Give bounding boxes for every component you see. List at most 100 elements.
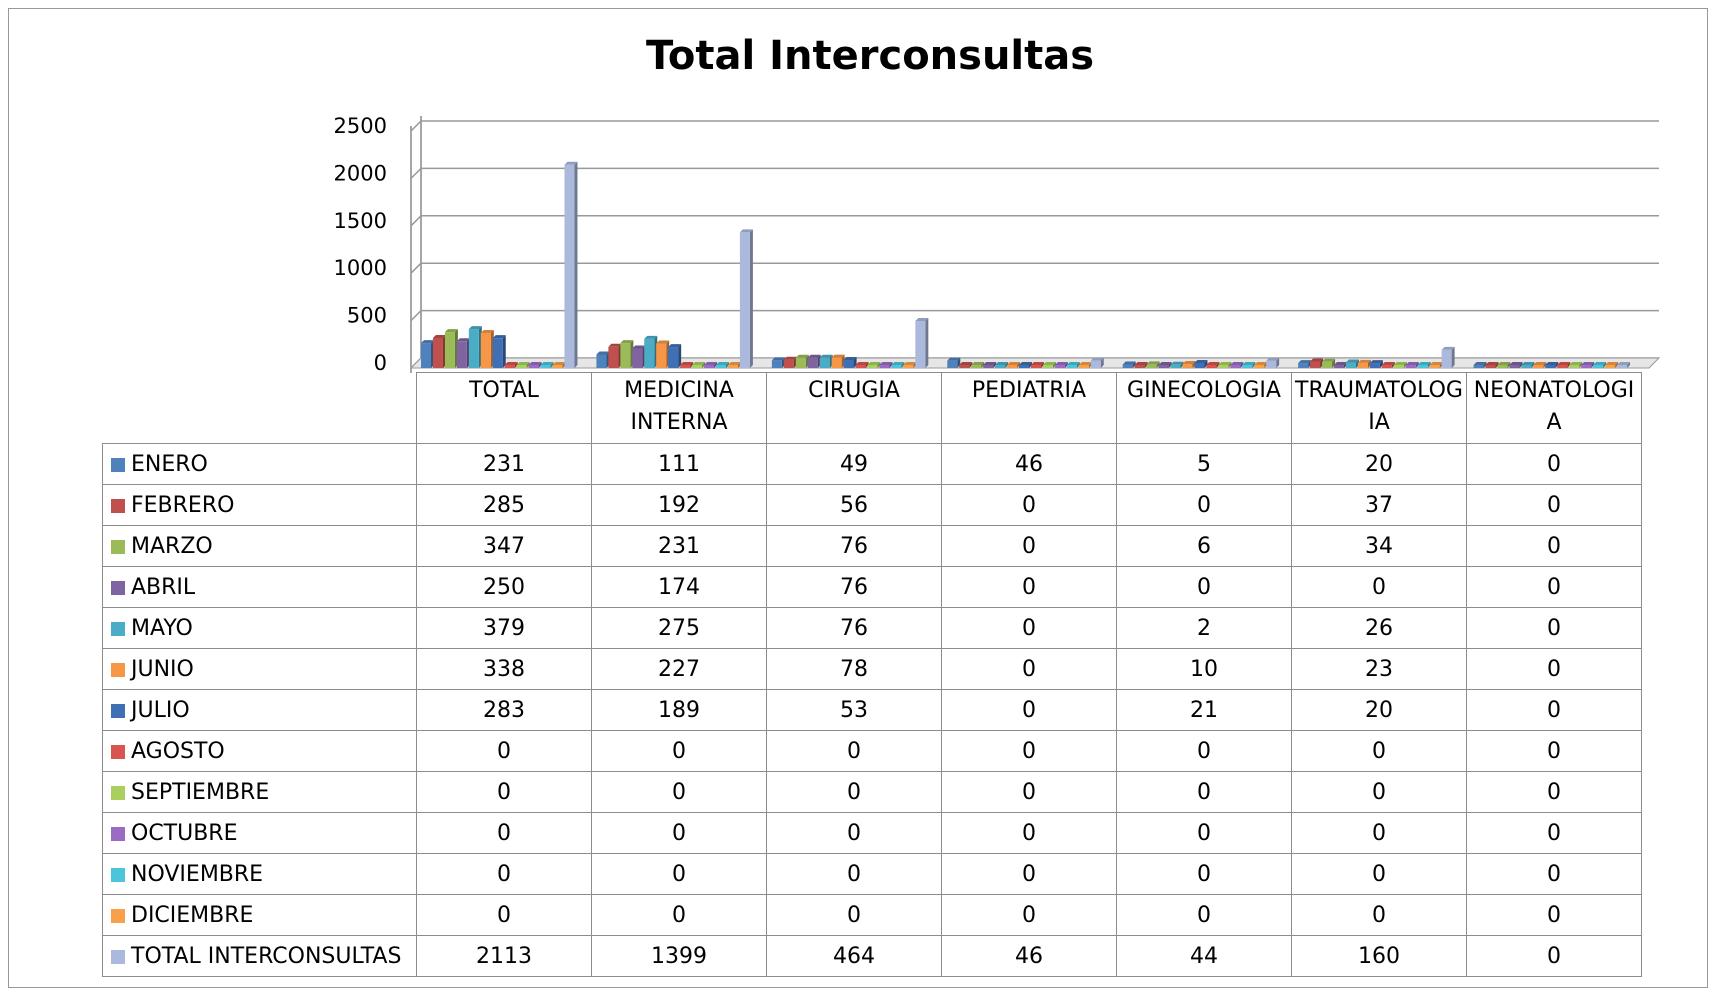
x-tick-label: MEDICINA INTERNA [591, 372, 767, 444]
table-value: 10 [1116, 648, 1292, 690]
table-value: 192 [591, 484, 767, 526]
bar [644, 335, 658, 368]
legend-label: JUNIO [131, 656, 194, 682]
y-tick-label: 1500 [334, 209, 387, 233]
bar-face [1054, 362, 1068, 365]
bar-face [879, 362, 893, 365]
legend-key [111, 949, 125, 964]
table-value: 34 [1291, 525, 1467, 567]
bar-face [1569, 362, 1583, 365]
bar-face [1509, 365, 1520, 368]
bar-face [1144, 362, 1148, 368]
table-value: 0 [1291, 566, 1467, 608]
bar-face [1483, 362, 1487, 368]
table-value: 0 [1466, 935, 1642, 977]
table-value: 0 [941, 525, 1117, 567]
bar-face [444, 329, 458, 333]
table-value: 0 [591, 771, 767, 813]
bar-face [925, 318, 929, 368]
bar-face [739, 232, 750, 368]
grid-line [410, 215, 422, 227]
bar-face [1228, 362, 1232, 368]
bar-face [1519, 362, 1523, 368]
legend-entry: DICIEMBRE [102, 894, 417, 936]
table-value: 338 [416, 648, 592, 690]
bar [668, 344, 682, 368]
bar-face [1310, 361, 1321, 368]
bar-face [528, 365, 539, 368]
table-value: 0 [1466, 771, 1642, 813]
table-value: 0 [1466, 812, 1642, 854]
bar [1441, 346, 1455, 368]
bar-face [1146, 364, 1157, 368]
bar [421, 340, 434, 368]
bar-face [1441, 346, 1455, 350]
bar-face [1367, 359, 1371, 368]
legend-label: JULIO [131, 697, 190, 723]
bar [1521, 362, 1535, 368]
legend-key [111, 498, 125, 513]
bar-face [702, 362, 706, 368]
legend-entry: ENERO [102, 443, 417, 485]
bar-face [1617, 362, 1631, 365]
bar-face [1557, 362, 1571, 365]
bar-face [1054, 365, 1065, 368]
table-value: 78 [766, 648, 942, 690]
bar-face [1507, 362, 1511, 368]
bar-face [1066, 362, 1080, 365]
bar-face [1019, 365, 1030, 368]
bar [971, 362, 985, 368]
bar-face [1334, 365, 1345, 368]
bar-face [1170, 361, 1184, 365]
bar-face [915, 318, 929, 322]
table-value: 111 [591, 443, 767, 485]
legend-entry: OCTUBRE [102, 812, 417, 854]
bar [1322, 358, 1336, 368]
bar-face [891, 362, 905, 365]
bar-face [819, 357, 830, 368]
bar-face [1334, 362, 1348, 365]
table-value: 0 [416, 730, 592, 772]
bar-face [903, 362, 917, 365]
bar [715, 362, 729, 368]
bar [516, 362, 530, 368]
bar-face [855, 365, 866, 368]
table-value: 0 [1466, 894, 1642, 936]
bar-face [421, 343, 431, 368]
table-value: 56 [766, 484, 942, 526]
bar-face [1042, 362, 1056, 365]
bar-face [819, 354, 833, 358]
bar-face [1427, 362, 1431, 368]
bar-face [528, 362, 542, 365]
table-value: 37 [1291, 484, 1467, 526]
bar-face [1007, 362, 1021, 365]
legend-key [111, 867, 125, 882]
bar-face [1591, 362, 1595, 368]
bar-face [1240, 362, 1244, 368]
legend-key [111, 662, 125, 677]
table-value: 285 [416, 484, 592, 526]
table-value: 0 [1466, 566, 1642, 608]
table-value: 0 [941, 894, 1117, 936]
bar-face [1497, 362, 1511, 365]
table-value: 0 [1466, 607, 1642, 649]
grid-line [410, 167, 422, 179]
bar-face [504, 365, 515, 368]
legend-label: DICIEMBRE [131, 902, 254, 928]
x-tick-label: GINECOLOGIA [1116, 372, 1292, 444]
bar-face [1252, 362, 1256, 368]
table-value: 0 [1466, 484, 1642, 526]
bar-face [971, 362, 985, 365]
bar-face [1078, 362, 1092, 365]
bar-face [704, 365, 715, 368]
bar-face [1417, 365, 1428, 368]
bar-face [668, 347, 679, 368]
bar-face [668, 344, 682, 348]
table-value: 0 [591, 812, 767, 854]
bar-face [739, 229, 753, 233]
bar-face [1298, 363, 1309, 368]
bar-face [831, 354, 845, 358]
bar-face [564, 164, 575, 368]
bar [1230, 362, 1244, 368]
bar [983, 362, 997, 368]
